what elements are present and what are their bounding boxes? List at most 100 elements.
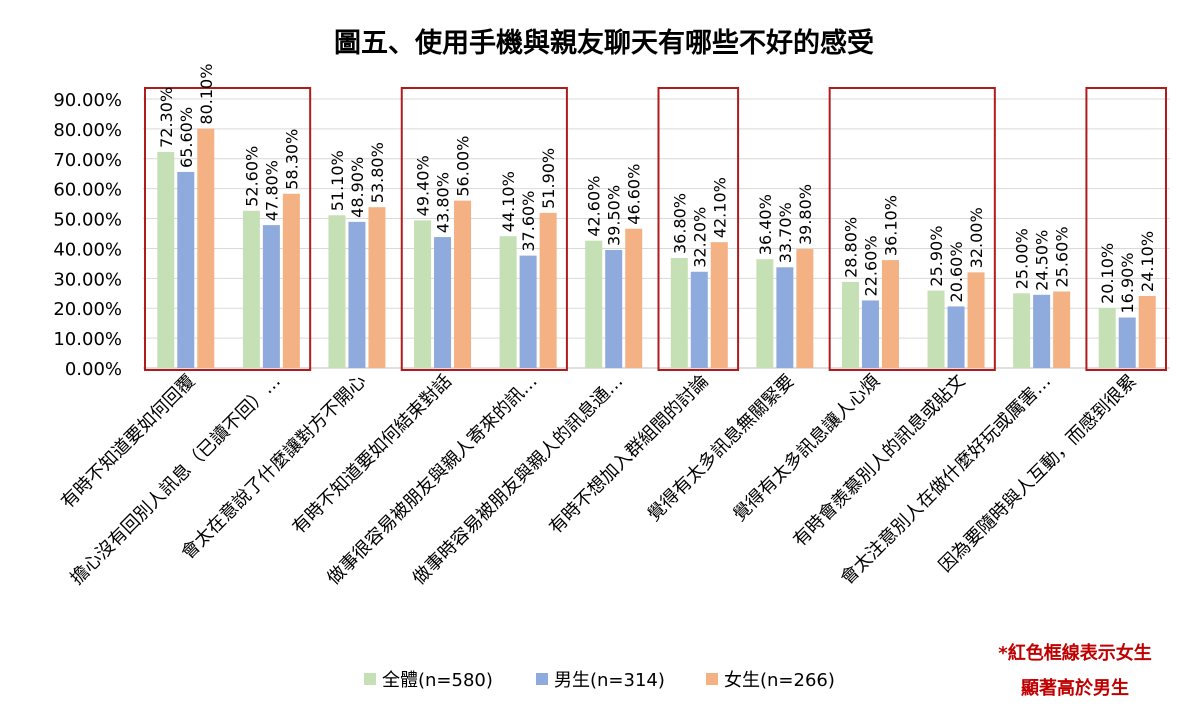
- bar: [841, 281, 859, 368]
- bar: [499, 236, 517, 368]
- y-tick-label: 40.00%: [53, 239, 122, 260]
- data-label: 80.10%: [197, 64, 216, 125]
- data-label: 24.10%: [1138, 231, 1157, 292]
- bar: [967, 272, 985, 368]
- data-label: 32.00%: [967, 207, 986, 268]
- y-tick-label: 30.00%: [53, 269, 122, 290]
- data-label: 43.80%: [434, 172, 453, 233]
- bar: [197, 128, 215, 368]
- data-label: 56.00%: [454, 136, 473, 197]
- y-axis: 0.00% 10.00% 20.00% 30.00% 40.00% 50.00% 60.00…: [53, 90, 1170, 380]
- bar: [625, 228, 643, 368]
- data-label: 48.90%: [348, 157, 367, 218]
- y-tick-label: 50.00%: [53, 210, 122, 231]
- bar: [756, 259, 774, 368]
- data-label: 46.60%: [625, 164, 644, 225]
- bar: [947, 306, 965, 368]
- x-tick-label: 覺得有太多訊息無關緊要: [644, 371, 799, 526]
- data-label: 42.60%: [585, 176, 604, 237]
- bar: [454, 200, 472, 368]
- data-label: 25.60%: [1053, 226, 1072, 287]
- highlight-box: [400, 87, 568, 371]
- data-label: 49.40%: [414, 155, 433, 216]
- bar: [262, 225, 280, 368]
- data-label: 47.80%: [262, 160, 281, 221]
- legend-swatch: [364, 673, 376, 685]
- data-label: 44.10%: [499, 171, 518, 232]
- legend-label: 全體(n=580): [382, 670, 493, 691]
- highlight-box: [1085, 87, 1167, 371]
- legend-label: 男生(n=314): [554, 670, 665, 691]
- x-axis: 有時不知道要如何回覆擔心沒有回別人訊息（已讀不回）…會太在意說了什麼讓對方不開心…: [57, 371, 1141, 589]
- bar: [585, 240, 603, 368]
- data-label: 72.30%: [157, 87, 176, 148]
- highlight-box: [144, 87, 312, 371]
- bar: [519, 255, 537, 368]
- bar: [539, 212, 557, 368]
- bar: [157, 151, 175, 368]
- y-tick-label: 60.00%: [53, 180, 122, 201]
- bar: [1053, 291, 1071, 368]
- y-tick-label: 90.00%: [53, 90, 122, 111]
- x-tick-label: 會太在意說了什麼讓對方不開心: [177, 371, 370, 564]
- data-label: 20.10%: [1098, 243, 1117, 304]
- x-tick-label: 有時不知道要如何結束對話: [288, 371, 456, 539]
- data-label: 32.20%: [690, 207, 709, 268]
- data-label: 16.90%: [1118, 252, 1137, 313]
- bar: [242, 210, 260, 368]
- bar: [1033, 294, 1051, 368]
- y-tick-label: 10.00%: [53, 329, 122, 350]
- chart-title: 圖五、使用手機與親友聊天有哪些不好的感受: [334, 27, 874, 59]
- data-label: 39.50%: [605, 185, 624, 246]
- bar: [434, 237, 452, 368]
- data-label: 37.60%: [519, 191, 538, 252]
- highlight-box: [828, 87, 996, 371]
- bar: [328, 215, 346, 368]
- data-label: 28.80%: [841, 217, 860, 278]
- data-label: 36.10%: [881, 195, 900, 256]
- y-tick-label: 0.00%: [65, 359, 122, 380]
- bar: [927, 290, 945, 368]
- legend: 全體(n=580) 男生(n=314) 女生(n=266): [364, 670, 835, 691]
- data-label: 36.80%: [670, 193, 689, 254]
- data-label: 42.10%: [710, 177, 729, 238]
- data-label: 20.60%: [947, 241, 966, 302]
- bar: [861, 300, 879, 368]
- data-label: 39.80%: [796, 184, 815, 245]
- x-tick-label: 有時會羨慕別人的訊息或貼文: [789, 371, 969, 551]
- bar: [1138, 295, 1156, 368]
- highlight-boxes: [144, 87, 1167, 371]
- bar: [881, 260, 899, 368]
- bar: [690, 271, 708, 368]
- bar: [414, 220, 432, 368]
- annotation-line-2: 顯著高於男生: [1021, 677, 1129, 699]
- x-tick-label: 有時不想加入群組間的討論: [545, 371, 713, 539]
- bar: [710, 242, 728, 368]
- data-label: 53.80%: [368, 142, 387, 203]
- bar: [368, 207, 386, 368]
- data-label: 58.30%: [282, 129, 301, 190]
- data-label: 33.70%: [776, 202, 795, 263]
- y-tick-label: 20.00%: [53, 299, 122, 320]
- bar: [776, 267, 794, 368]
- legend-swatch: [536, 673, 548, 685]
- data-labels: 72.30% 65.60%80.10% 52.60% 47.80%58.30% 51.1…: [157, 64, 1157, 314]
- legend-swatch: [706, 673, 718, 685]
- data-label: 24.50%: [1033, 230, 1052, 291]
- highlight-box: [657, 87, 740, 371]
- data-label: 22.60%: [861, 235, 880, 296]
- data-label: 25.00%: [1013, 228, 1032, 289]
- data-label: 25.90%: [927, 226, 946, 287]
- y-tick-label: 70.00%: [53, 150, 122, 171]
- bar: [1118, 317, 1136, 368]
- data-label: 36.40%: [756, 194, 775, 255]
- bar: [282, 193, 300, 368]
- bar: [605, 249, 623, 368]
- bar: [348, 221, 366, 368]
- data-label: 65.60%: [177, 107, 196, 168]
- bar: [1013, 293, 1031, 368]
- bar: [177, 171, 195, 368]
- bar: [796, 249, 814, 368]
- data-label: 51.10%: [328, 150, 347, 211]
